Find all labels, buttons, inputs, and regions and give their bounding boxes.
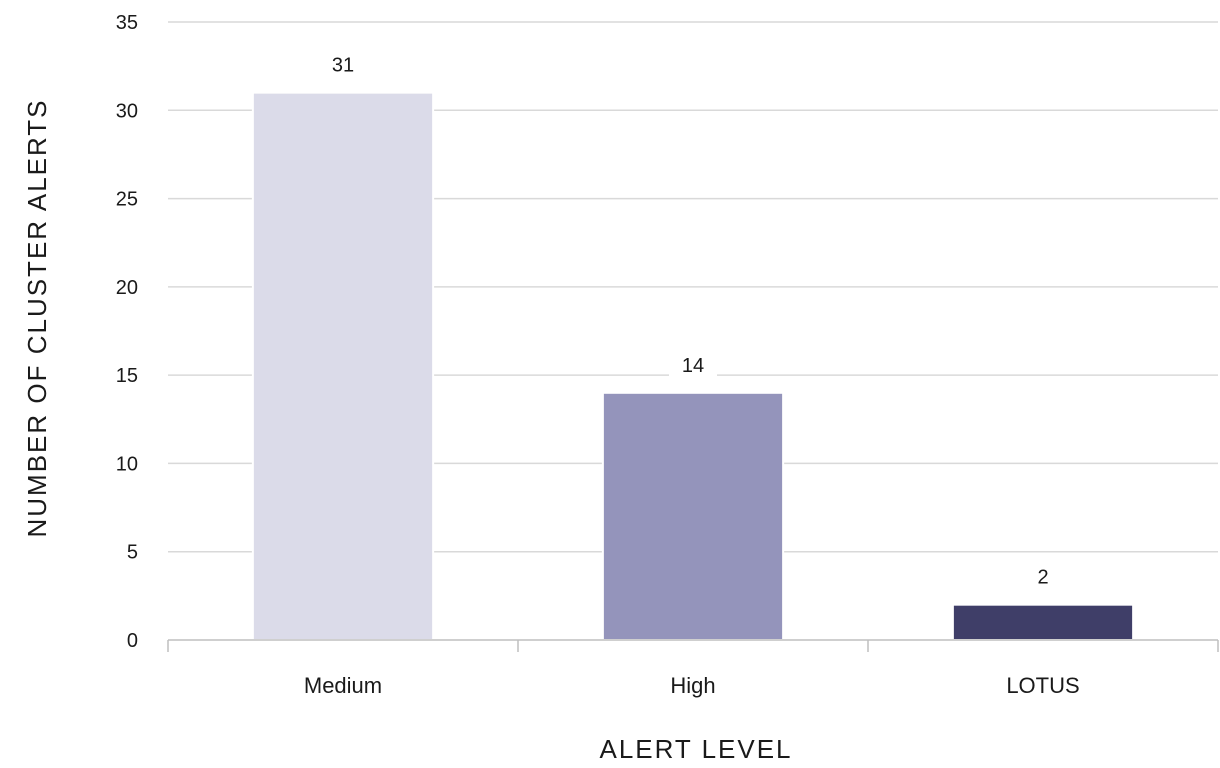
bar-high: [601, 391, 785, 641]
data-labels: 31 14 2: [319, 51, 1067, 592]
data-label: 31: [332, 55, 354, 77]
y-tick-label: 20: [116, 277, 138, 299]
x-tick-label: High: [670, 673, 715, 698]
y-tick-label: 25: [116, 189, 138, 211]
x-axis: Medium High LOTUS: [167, 639, 1219, 698]
x-tick-label: LOTUS: [1006, 673, 1079, 698]
data-label-background: [1019, 563, 1067, 592]
data-label: 2: [1037, 567, 1048, 589]
y-tick-label: 35: [116, 12, 138, 34]
y-axis-ticks: 0 5 10 15 20 25 30 35: [116, 12, 138, 652]
bar-lotus: [951, 603, 1135, 642]
y-tick-label: 15: [116, 365, 138, 387]
data-label: 14: [682, 355, 704, 377]
x-axis-title: ALERT LEVEL: [599, 734, 792, 764]
y-tick-label: 5: [127, 542, 138, 564]
y-tick-label: 10: [116, 453, 138, 475]
y-axis-title: NUMBER OF CLUSTER ALERTS: [22, 98, 52, 537]
y-tick-label: 30: [116, 100, 138, 122]
x-tick-label: Medium: [304, 673, 382, 698]
y-tick-label: 0: [127, 630, 138, 652]
data-label-background: [319, 51, 367, 80]
data-label-background: [669, 351, 717, 380]
bar-medium: [251, 91, 435, 641]
